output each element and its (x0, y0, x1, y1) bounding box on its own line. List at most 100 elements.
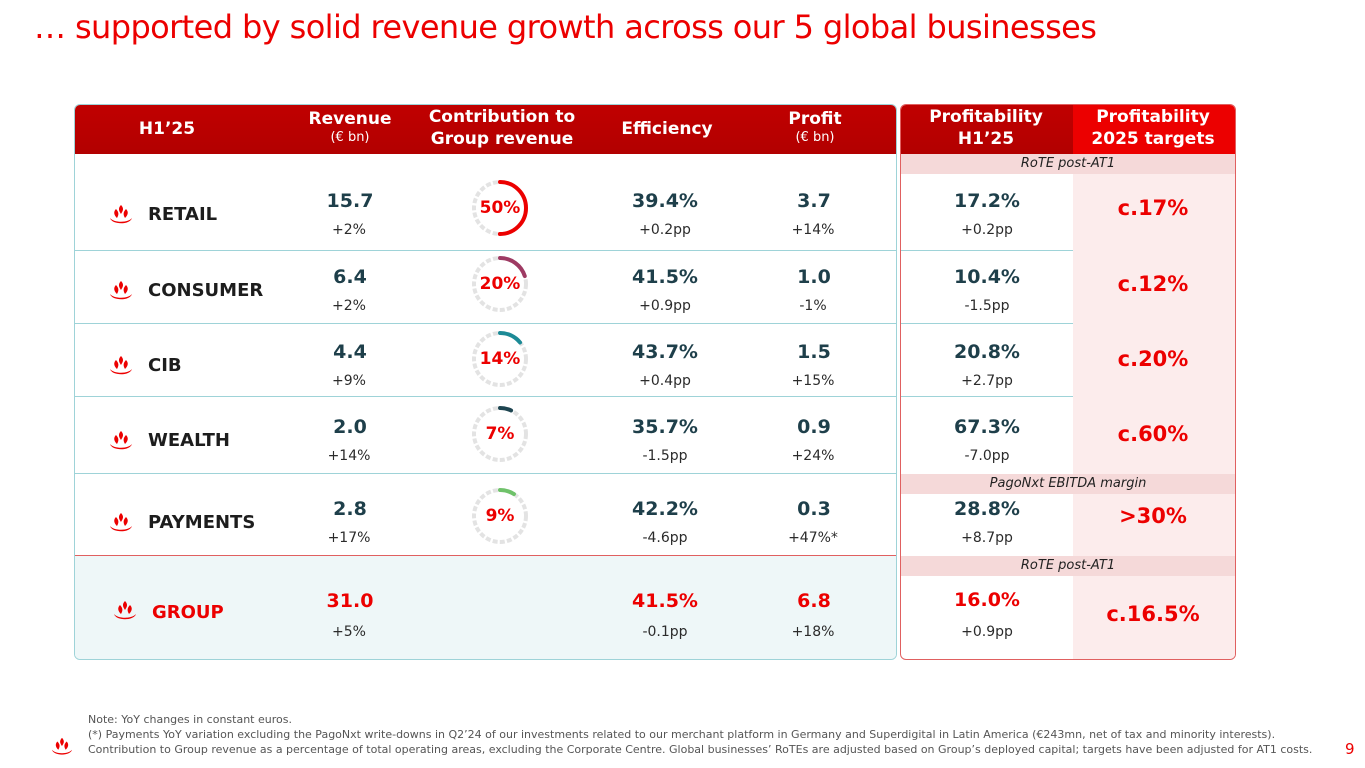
header-targets-line2: 2025 targets (1091, 129, 1215, 149)
business-table-panel (74, 104, 897, 660)
profit-change: +47%* (788, 530, 838, 546)
efficiency-change: -4.6pp (642, 530, 688, 546)
revenue-value: 6.4 (333, 266, 367, 288)
revenue-value: 2.0 (333, 416, 367, 438)
revenue-value: 15.7 (326, 190, 374, 212)
contribution-percent: 20% (478, 274, 522, 294)
targets-column-background (1073, 154, 1235, 659)
header-profit-label: Profit (788, 109, 842, 129)
row-divider (901, 323, 1073, 324)
rote-subheader: RoTE post-AT1 (901, 154, 1235, 174)
revenue-change: +14% (327, 448, 371, 464)
contribution-donut (472, 331, 528, 387)
header-profit-unit: (€ bn) (795, 130, 835, 145)
pagonxt-subheader: PagoNxt EBITDA margin (901, 474, 1235, 494)
row-divider (75, 473, 896, 474)
revenue-value: 2.8 (333, 498, 367, 520)
santander-flame-icon (114, 601, 136, 620)
efficiency-change: +0.4pp (639, 373, 691, 389)
group-rote-subheader: RoTE post-AT1 (901, 556, 1235, 576)
donut-track (472, 256, 528, 312)
group-row-background (75, 556, 896, 659)
donut-segment (472, 256, 528, 312)
santander-flame-icon (110, 281, 132, 300)
profit-change: +24% (791, 448, 835, 464)
efficiency-value: 42.2% (632, 498, 698, 520)
santander-flame-icon (110, 431, 132, 450)
target-value: c.60% (1117, 422, 1189, 446)
rote-value: 28.8% (954, 498, 1020, 520)
rote-change: +2.7pp (961, 373, 1013, 389)
contribution-percent: 14% (478, 349, 522, 369)
donut-track (472, 406, 528, 462)
footnote-line: Contribution to Group revenue as a perce… (88, 743, 1313, 756)
targets-header-bar (1073, 105, 1235, 154)
efficiency-value: 39.4% (632, 190, 698, 212)
header-contribution-line2: Group revenue (430, 129, 574, 149)
business-name: WEALTH (148, 430, 230, 451)
group-revenue-change: +5% (332, 624, 366, 640)
business-name: RETAIL (148, 204, 218, 225)
business-name: CIB (148, 355, 182, 376)
profit-value: 0.3 (797, 498, 831, 520)
target-value: >30% (1119, 504, 1187, 528)
row-divider (901, 250, 1073, 251)
profitability-header-bar (901, 105, 1073, 154)
footnote-line: Note: YoY changes in constant euros. (88, 713, 292, 726)
contribution-percent: 50% (478, 198, 522, 218)
contribution-donut (472, 406, 528, 462)
header-profitability: Profitability H1’25 (929, 106, 1043, 150)
efficiency-change: +0.2pp (639, 222, 691, 238)
santander-flame-icon (110, 205, 132, 224)
rote-change: +0.2pp (961, 222, 1013, 238)
group-efficiency-change: -0.1pp (642, 624, 688, 640)
row-divider (75, 396, 896, 397)
rote-value: 10.4% (954, 266, 1020, 288)
group-rote: 16.0% (954, 589, 1020, 611)
row-divider (75, 250, 896, 251)
donut-segment (472, 488, 528, 544)
business-name: PAYMENTS (148, 512, 256, 533)
contribution-percent: 7% (484, 424, 516, 444)
donut-segment (472, 331, 528, 387)
page-number: 9 (1345, 740, 1355, 758)
profit-value: 3.7 (797, 190, 831, 212)
header-revenue: Revenue (€ bn) (309, 108, 392, 146)
header-profitability-line2: H1’25 (957, 129, 1015, 149)
profit-change: -1% (799, 298, 827, 314)
profitability-panel: RoTE post-AT1 PagoNxt EBITDA margin RoTE… (900, 104, 1236, 660)
group-divider (75, 555, 896, 556)
row-divider (901, 396, 1073, 397)
header-period: H1’25 (138, 119, 196, 139)
donut-segment (472, 180, 528, 236)
revenue-change: +9% (332, 373, 366, 389)
group-profit-change: +18% (791, 624, 835, 640)
footnote-line: (*) Payments YoY variation excluding the… (88, 728, 1276, 741)
efficiency-value: 35.7% (632, 416, 698, 438)
header-revenue-unit: (€ bn) (330, 130, 370, 145)
header-contribution: Contribution to Group revenue (429, 106, 575, 150)
header-targets-line1: Profitability (1096, 107, 1210, 127)
business-name: CONSUMER (148, 280, 264, 301)
donut-segment (472, 406, 528, 462)
rote-change: -7.0pp (964, 448, 1010, 464)
group-efficiency: 41.5% (632, 590, 698, 612)
santander-flame-icon (110, 356, 132, 375)
target-value: c.17% (1117, 196, 1189, 220)
group-name: GROUP (152, 602, 224, 623)
santander-flame-icon (110, 513, 132, 532)
table-header-bar (75, 105, 896, 154)
target-value: c.20% (1117, 347, 1189, 371)
efficiency-change: -1.5pp (642, 448, 688, 464)
santander-logo-icon (51, 737, 73, 755)
header-profit: Profit (€ bn) (788, 108, 841, 146)
revenue-change: +2% (332, 222, 366, 238)
contribution-donut (472, 488, 528, 544)
contribution-percent: 9% (484, 506, 516, 526)
group-profit: 6.8 (797, 590, 831, 612)
rote-value: 67.3% (954, 416, 1020, 438)
group-target: c.16.5% (1106, 602, 1200, 626)
efficiency-change: +0.9pp (639, 298, 691, 314)
efficiency-value: 43.7% (632, 341, 698, 363)
profit-value: 1.5 (797, 341, 831, 363)
